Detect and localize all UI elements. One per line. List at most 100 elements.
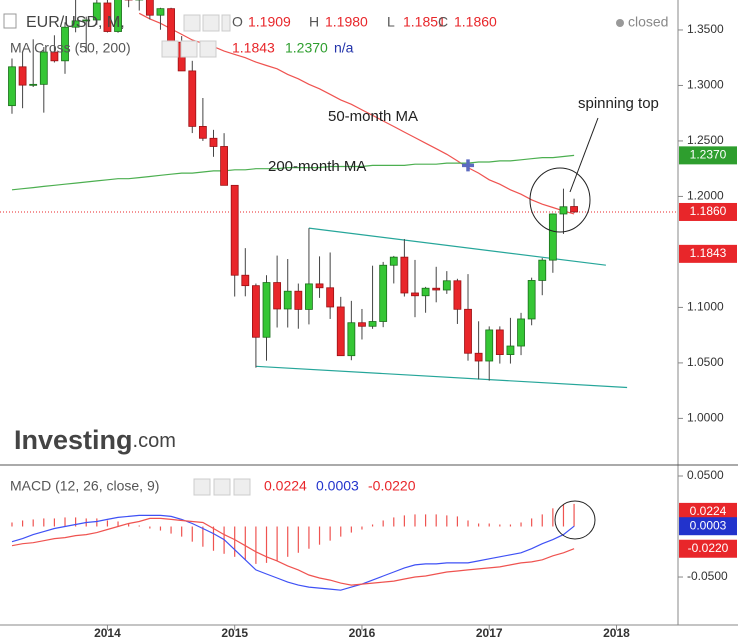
eye-icon[interactable]	[183, 14, 201, 32]
eye-icon[interactable]	[161, 40, 179, 58]
price-label-box	[679, 202, 737, 221]
candle-body	[145, 0, 154, 16]
settings-icon[interactable]	[213, 478, 231, 496]
price-label: 0.0003	[690, 518, 727, 532]
annotation-text: 50-month MA	[328, 108, 418, 125]
indicator-header: 1.1843 1.2370	[232, 40, 328, 56]
symbol-icon[interactable]	[3, 13, 17, 29]
candle-body	[156, 8, 165, 16]
eye-icon[interactable]	[193, 478, 211, 496]
ohlc-value: 1.1860	[454, 14, 497, 30]
candle-body	[209, 137, 218, 147]
candle-body	[368, 321, 377, 327]
candle-body	[198, 126, 207, 139]
price-label-box	[679, 244, 737, 263]
y-tick-label: 1.0000	[687, 411, 724, 425]
candle-body	[358, 322, 366, 327]
candle-body	[82, 19, 91, 22]
ohlc-value: 1.1909	[248, 14, 291, 30]
price-label-box	[679, 517, 737, 536]
candle-body	[8, 66, 16, 107]
logo-suffix: .com	[133, 430, 176, 452]
candle-body	[411, 292, 419, 297]
annotation-text: 200-month MA	[268, 158, 366, 175]
candle-body	[453, 280, 462, 310]
y-tick-label: 1.3500	[687, 22, 724, 36]
status-dot	[616, 19, 624, 27]
candle-body	[71, 20, 80, 28]
price-label: 1.2370	[690, 148, 727, 162]
annotation-arrow	[569, 117, 599, 193]
candle-body	[570, 206, 578, 213]
close-icon[interactable]	[199, 40, 217, 58]
candle-body	[241, 274, 250, 287]
candle-body	[347, 322, 356, 357]
annotation-text: spinning top	[578, 95, 659, 112]
signal-line	[11, 517, 575, 586]
market-status: closed	[628, 14, 668, 30]
candle-body	[379, 264, 388, 322]
candle-body	[188, 70, 197, 127]
macd-title: MACD (12, 26, close, 9)	[10, 478, 159, 494]
candle-body	[50, 51, 59, 62]
macd-header: 0.0224 0.0003 -0.0220	[264, 478, 416, 494]
candle-body	[548, 213, 557, 261]
candle-body	[474, 352, 483, 362]
y-tick-label: -0.0500	[687, 569, 728, 583]
candle-body	[29, 83, 38, 86]
macd-value: -0.0220	[368, 478, 416, 494]
candle-body	[506, 345, 515, 355]
crossover-marker	[462, 159, 475, 172]
settings-icon[interactable]	[202, 14, 220, 32]
close-icon[interactable]	[221, 14, 231, 32]
candle-body	[421, 287, 430, 297]
price-label-box	[679, 502, 737, 521]
price-label: 1.1843	[690, 246, 727, 260]
candle-body	[326, 287, 335, 308]
y-tick-label: 1.0500	[687, 355, 724, 369]
candle-body	[527, 280, 536, 320]
candle-body	[167, 8, 175, 43]
candle-body	[442, 280, 451, 291]
x-tick-label: 2018	[603, 626, 630, 640]
annotation-circle	[554, 500, 596, 540]
ma-line	[11, 154, 575, 191]
indicator-extra: n/a	[334, 40, 354, 56]
candle-body	[39, 51, 48, 85]
y-tick-label: 1.2500	[687, 133, 724, 147]
candle-body	[103, 2, 112, 32]
candle-body	[432, 287, 441, 291]
ohlc-key: L	[387, 14, 395, 30]
candle-body	[538, 259, 547, 281]
candle-body	[336, 306, 345, 357]
close-icon[interactable]	[233, 478, 251, 496]
symbol-title: EUR/USD, M,	[26, 14, 125, 31]
candle-body	[18, 66, 27, 86]
price-label: 0.0224	[690, 504, 727, 518]
x-tick-label: 2014	[94, 626, 121, 640]
candle-body	[230, 184, 239, 276]
settings-icon[interactable]	[180, 40, 198, 58]
candle-body	[61, 26, 69, 62]
macd-value: 0.0224	[264, 478, 307, 494]
candle-body	[389, 256, 398, 266]
logo-brand: Investing	[14, 425, 133, 455]
ohlc-key: H	[309, 14, 319, 30]
candle-body	[517, 318, 525, 347]
trendline	[255, 365, 628, 389]
x-tick-label: 2016	[349, 626, 376, 640]
y-tick-label: 1.3000	[687, 78, 724, 92]
x-tick-label: 2015	[221, 626, 248, 640]
indicator-name: MA Cross (50, 200)	[10, 40, 131, 56]
indicator-value: 1.1843	[232, 40, 275, 56]
candle-body	[252, 285, 260, 338]
annotation-circle	[529, 167, 591, 233]
indicator-value: 1.2370	[285, 40, 328, 56]
candle-body	[294, 290, 303, 310]
candle-body	[495, 329, 504, 355]
price-label: -0.0220	[688, 541, 729, 555]
